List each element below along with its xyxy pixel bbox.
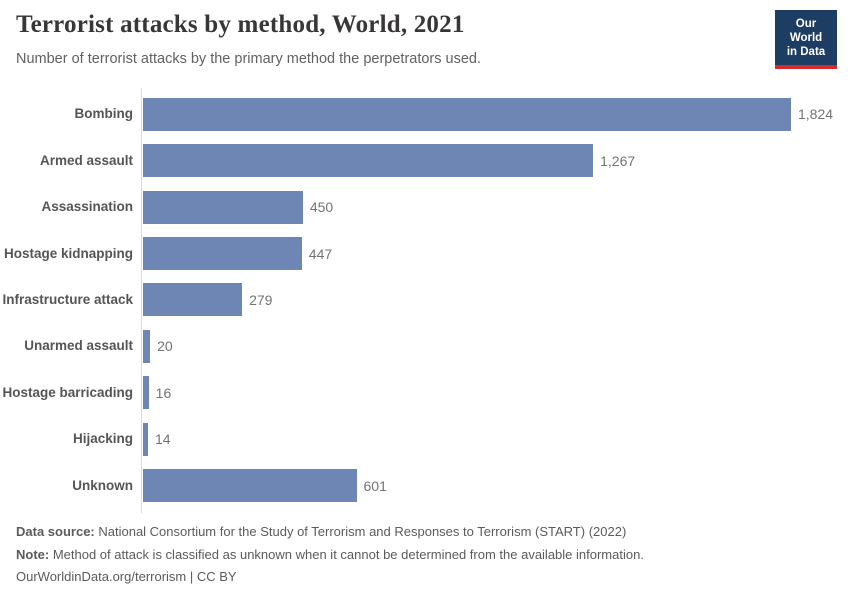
category-label: Hostage kidnapping <box>3 245 133 261</box>
value-label: 1,267 <box>600 152 636 169</box>
bar-row: Hostage barricading 16 <box>0 370 850 416</box>
bar-track: 20 <box>142 323 850 369</box>
category-label: Armed assault <box>39 152 133 168</box>
bar[interactable] <box>143 329 151 363</box>
bar-chart: Bombing 1,824 Armed assault 1,267 Assass… <box>0 88 850 513</box>
owid-logo[interactable]: Our World in Data <box>775 10 837 69</box>
bar[interactable] <box>143 144 594 178</box>
owid-logo-line2: in Data <box>786 46 826 58</box>
value-label: 14 <box>154 431 171 448</box>
data-source-label: Data source: <box>16 524 95 539</box>
bar-track: 1,824 <box>142 91 850 137</box>
bar-track: 279 <box>142 277 850 323</box>
bar[interactable] <box>143 283 243 317</box>
bar[interactable] <box>143 422 148 456</box>
chart-footer: Data source: National Consortium for the… <box>16 521 834 589</box>
note-line: Note: Method of attack is classified as … <box>16 544 834 567</box>
bar-track: 14 <box>142 416 850 462</box>
bar[interactable] <box>143 469 357 503</box>
bar-row: Unarmed assault 20 <box>0 323 850 369</box>
value-label: 16 <box>155 384 172 401</box>
bar-rows: Bombing 1,824 Armed assault 1,267 Assass… <box>0 88 850 513</box>
data-source-text: National Consortium for the Study of Ter… <box>94 524 627 539</box>
category-label: Hijacking <box>72 431 133 447</box>
value-label: 601 <box>363 477 387 494</box>
bar-row: Hijacking 14 <box>0 416 850 462</box>
bar-row: Infrastructure attack 279 <box>0 277 850 323</box>
license-link[interactable]: OurWorldinData.org/terrorism | CC BY <box>16 569 237 584</box>
y-axis-line <box>141 88 142 513</box>
bar-row: Bombing 1,824 <box>0 91 850 137</box>
page-title: Terrorist attacks by method, World, 2021 <box>16 11 465 38</box>
bar-track: 601 <box>142 463 850 509</box>
bar-track: 447 <box>142 230 850 276</box>
bar[interactable] <box>143 237 302 271</box>
category-label: Hostage barricading <box>2 384 133 400</box>
category-label: Unknown <box>72 477 133 493</box>
value-label: 447 <box>308 245 333 262</box>
bar-track: 16 <box>142 370 850 416</box>
category-label: Unarmed assault <box>24 338 133 354</box>
bar-row: Assassination 450 <box>0 184 850 230</box>
data-source-line: Data source: National Consortium for the… <box>16 521 834 544</box>
value-label: 20 <box>157 338 173 355</box>
bar-row: Hostage kidnapping 447 <box>0 230 850 276</box>
note-label: Note: <box>16 546 50 562</box>
category-label: Assassination <box>41 199 133 215</box>
note-text: Method of attack is classified as unknow… <box>49 546 644 562</box>
value-label: 279 <box>249 291 273 308</box>
value-label: 1,824 <box>798 106 834 123</box>
category-label: Bombing <box>74 106 134 122</box>
bar[interactable] <box>143 190 303 224</box>
owid-logo-line1: Our World <box>789 18 823 44</box>
value-label: 450 <box>309 199 334 216</box>
chart-subtitle: Number of terrorist attacks by the prima… <box>16 51 482 67</box>
bar-row: Armed assault 1,267 <box>0 137 850 183</box>
bar-track: 1,267 <box>142 137 850 183</box>
bar[interactable] <box>143 97 791 131</box>
bar[interactable] <box>143 376 149 410</box>
bar-row: Unknown 601 <box>0 463 850 509</box>
category-label: Infrastructure attack <box>2 291 133 307</box>
bar-track: 450 <box>142 184 850 230</box>
